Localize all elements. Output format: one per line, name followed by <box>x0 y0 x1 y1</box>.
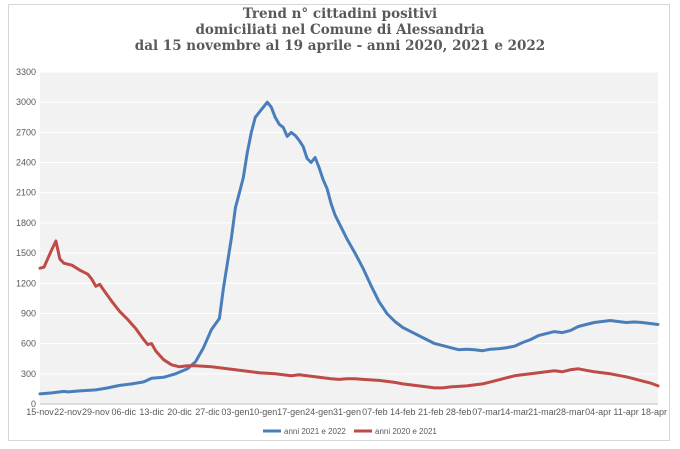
y-tick-label: 900 <box>21 308 36 318</box>
y-tick-label: 2400 <box>16 158 36 168</box>
chart-title-line-3: dal 15 novembre al 19 aprile - anni 2020… <box>134 38 546 54</box>
chart-title-line-1: Trend n° cittadini positivi <box>242 6 438 22</box>
x-tick-label: 28-feb <box>446 407 472 417</box>
x-tick-label: 03-gen <box>221 407 249 417</box>
y-tick-label: 3300 <box>16 67 36 77</box>
y-tick-label: 3000 <box>16 97 36 107</box>
x-tick-label: 15-nov <box>26 407 54 417</box>
x-tick-label: 21-feb <box>418 407 444 417</box>
x-tick-label: 18-apr <box>641 407 667 417</box>
x-tick-label: 11-apr <box>613 407 638 417</box>
legend-label-1: anni 2021 e 2022 <box>284 427 346 436</box>
x-tick-label: 06-dic <box>111 407 136 417</box>
y-tick-label: 300 <box>21 369 36 379</box>
x-tick-label: 28-mar <box>556 407 585 417</box>
legend-label-2: anni 2020 e 2021 <box>375 427 437 436</box>
x-tick-label: 17-gen <box>277 407 305 417</box>
y-tick-label: 2100 <box>16 188 36 198</box>
x-tick-label: 04-apr <box>585 407 611 417</box>
x-tick-label: 07-mar <box>472 407 501 417</box>
x-tick-label: 13-dic <box>139 407 164 417</box>
chart-title: Trend n° cittadini positivi domiciliati … <box>0 6 680 54</box>
series-line-1 <box>38 100 660 396</box>
y-tick-label: 1200 <box>16 278 36 288</box>
x-tick-label: 29-nov <box>82 407 110 417</box>
x-tick-label: 10-gen <box>249 407 277 417</box>
x-tick-label: 14-mar <box>500 407 529 417</box>
y-tick-label: 1800 <box>16 218 36 228</box>
x-tick-label: 07-feb <box>362 407 388 417</box>
y-tick-label: 2700 <box>16 127 36 137</box>
x-tick-label: 31-gen <box>333 407 361 417</box>
plot-area <box>40 72 658 404</box>
x-tick-label: 24-gen <box>305 407 333 417</box>
x-tick-label: 22-nov <box>54 407 82 417</box>
x-tick-label: 21-mar <box>528 407 557 417</box>
x-tick-label: 27-dic <box>195 407 220 417</box>
series-line-2 <box>38 239 660 390</box>
y-tick-label: 0 <box>31 399 36 409</box>
chart-title-line-2: domiciliati nel Comune di Alessandria <box>195 22 485 38</box>
x-tick-label: 20-dic <box>167 407 192 417</box>
y-tick-label: 600 <box>21 339 36 349</box>
y-tick-label: 1500 <box>16 248 36 258</box>
x-tick-label: 14-feb <box>390 407 416 417</box>
